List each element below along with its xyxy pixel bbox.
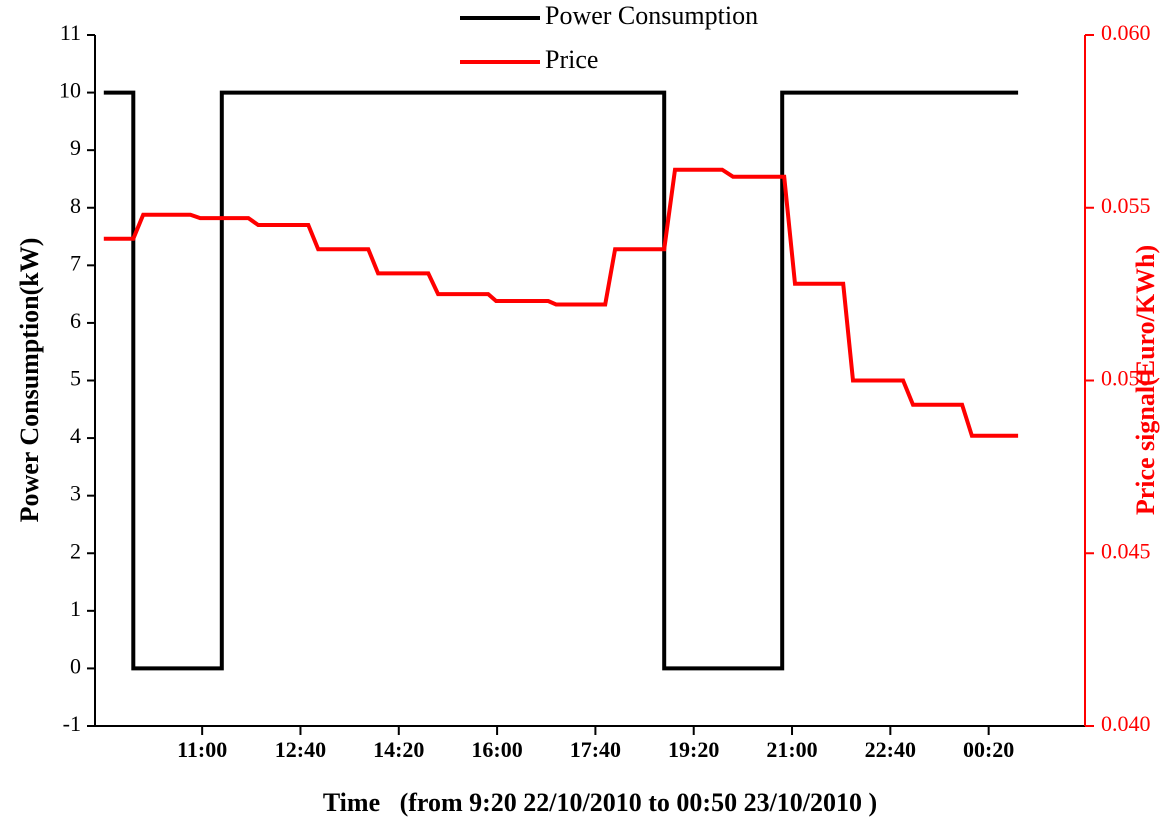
x-tick-label: 11:00 [177, 737, 227, 762]
x-tick-label: 14:20 [373, 737, 424, 762]
x-tick-label: 21:00 [766, 737, 817, 762]
y2-tick-label: 0.055 [1101, 193, 1151, 218]
x-tick-label: 00:20 [963, 737, 1014, 762]
y-tick-label: 1 [70, 596, 81, 621]
y-tick-label: 10 [59, 78, 81, 103]
legend-label: Price [545, 45, 598, 74]
series-line [103, 90, 1019, 671]
y2-tick-label: 0.045 [1101, 538, 1151, 563]
y2-axis-label: Price signal(Euro/KWh) [1131, 245, 1160, 515]
y2-tick-label: 0.040 [1101, 711, 1151, 736]
y-tick-label: 0 [70, 653, 81, 678]
y-tick-label: 11 [60, 20, 81, 45]
y2-tick-label: 0.060 [1101, 20, 1151, 45]
y-tick-label: 7 [70, 250, 81, 275]
y-tick-label: 2 [70, 538, 81, 563]
y-tick-label: -1 [63, 711, 81, 736]
y-tick-label: 8 [70, 193, 81, 218]
x-tick-label: 22:40 [865, 737, 916, 762]
x-tick-label: 19:20 [668, 737, 719, 762]
y-tick-label: 5 [70, 366, 81, 391]
x-tick-label: 12:40 [275, 737, 326, 762]
y-axis-label: Power Consumption(kW) [15, 238, 44, 523]
y-tick-label: 6 [70, 308, 81, 333]
x-tick-label: 16:00 [471, 737, 522, 762]
y2-tick-label: 0.050 [1101, 366, 1151, 391]
y-tick-label: 4 [70, 423, 81, 448]
y-tick-label: 3 [70, 481, 81, 506]
x-axis-label: Time (from 9:20 22/10/2010 to 00:50 23/1… [323, 788, 877, 817]
x-tick-label: 17:40 [570, 737, 621, 762]
y-tick-label: 9 [70, 135, 81, 160]
series-line [103, 167, 1019, 438]
legend-label: Power Consumption [545, 1, 758, 30]
